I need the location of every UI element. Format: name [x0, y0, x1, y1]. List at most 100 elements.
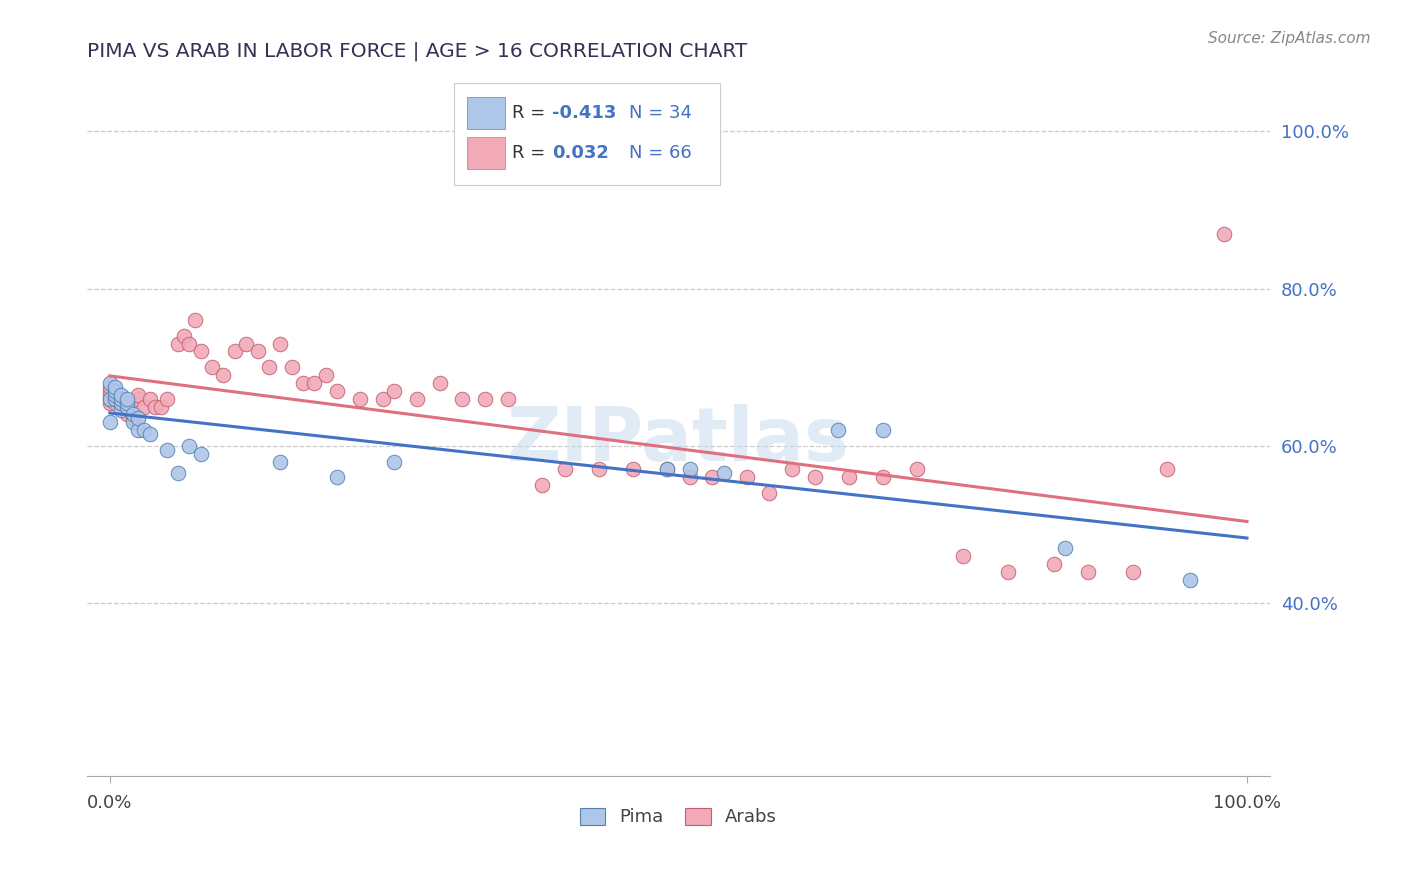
- Point: [735, 470, 758, 484]
- Point: [382, 454, 405, 468]
- Point: [98, 376, 121, 390]
- Point: [235, 336, 257, 351]
- Point: [132, 400, 155, 414]
- FancyBboxPatch shape: [454, 83, 720, 185]
- Point: [212, 368, 235, 382]
- Point: [1122, 565, 1144, 579]
- Point: [679, 462, 702, 476]
- Point: [872, 470, 894, 484]
- Point: [190, 344, 212, 359]
- Point: [104, 392, 127, 406]
- Point: [127, 388, 149, 402]
- Point: [872, 423, 894, 437]
- Point: [138, 392, 160, 406]
- Point: [98, 380, 121, 394]
- Point: [679, 470, 702, 484]
- Point: [132, 423, 155, 437]
- Point: [179, 336, 201, 351]
- Text: N = 34: N = 34: [628, 104, 692, 122]
- Point: [530, 478, 553, 492]
- Point: [156, 442, 179, 457]
- FancyBboxPatch shape: [467, 97, 505, 129]
- Point: [98, 392, 121, 406]
- Point: [98, 415, 121, 429]
- Point: [110, 403, 132, 417]
- Point: [257, 360, 280, 375]
- Point: [98, 384, 121, 398]
- Point: [127, 392, 149, 406]
- Point: [115, 395, 138, 409]
- Text: 0.032: 0.032: [551, 145, 609, 162]
- Text: N = 66: N = 66: [628, 145, 692, 162]
- Point: [496, 392, 519, 406]
- Point: [315, 368, 337, 382]
- Point: [115, 400, 138, 414]
- Point: [554, 462, 576, 476]
- Point: [115, 408, 138, 422]
- Point: [149, 400, 172, 414]
- Point: [190, 447, 212, 461]
- Point: [780, 462, 803, 476]
- Point: [201, 360, 224, 375]
- Point: [110, 395, 132, 409]
- Point: [804, 470, 827, 484]
- Point: [98, 392, 121, 406]
- Point: [121, 415, 143, 429]
- Point: [405, 392, 427, 406]
- Point: [104, 388, 127, 402]
- Point: [292, 376, 315, 390]
- Point: [474, 392, 496, 406]
- Point: [104, 388, 127, 402]
- Point: [429, 376, 451, 390]
- Point: [115, 401, 138, 416]
- Point: [104, 392, 127, 406]
- Point: [224, 344, 246, 359]
- Text: Source: ZipAtlas.com: Source: ZipAtlas.com: [1208, 31, 1371, 46]
- Point: [758, 486, 780, 500]
- Point: [1178, 573, 1201, 587]
- Point: [371, 392, 394, 406]
- Point: [115, 392, 138, 406]
- Point: [280, 360, 302, 375]
- Point: [167, 336, 190, 351]
- Point: [838, 470, 860, 484]
- Point: [1077, 565, 1099, 579]
- Point: [104, 384, 127, 398]
- Point: [104, 395, 127, 409]
- Point: [1053, 541, 1076, 555]
- Point: [382, 384, 405, 398]
- Point: [588, 462, 610, 476]
- Point: [167, 467, 190, 481]
- Text: -0.413: -0.413: [551, 104, 616, 122]
- Text: ZIPatlas: ZIPatlas: [508, 404, 849, 476]
- Point: [269, 454, 291, 468]
- Point: [655, 462, 678, 476]
- FancyBboxPatch shape: [467, 137, 505, 169]
- Point: [621, 462, 644, 476]
- Point: [1156, 462, 1178, 476]
- Point: [110, 392, 132, 406]
- Point: [179, 439, 201, 453]
- Point: [655, 462, 678, 476]
- Point: [269, 336, 291, 351]
- Point: [143, 400, 166, 414]
- Legend: Pima, Arabs: Pima, Arabs: [572, 800, 785, 834]
- Point: [127, 411, 149, 425]
- Point: [1042, 557, 1064, 571]
- Point: [104, 380, 127, 394]
- Point: [98, 388, 121, 402]
- Point: [713, 467, 735, 481]
- Point: [702, 470, 724, 484]
- Point: [326, 384, 349, 398]
- Point: [997, 565, 1019, 579]
- Point: [121, 408, 143, 422]
- Point: [184, 313, 207, 327]
- Text: PIMA VS ARAB IN LABOR FORCE | AGE > 16 CORRELATION CHART: PIMA VS ARAB IN LABOR FORCE | AGE > 16 C…: [87, 42, 747, 62]
- Text: R =: R =: [512, 145, 551, 162]
- Point: [110, 392, 132, 406]
- Point: [451, 392, 474, 406]
- Point: [905, 462, 928, 476]
- Point: [304, 376, 326, 390]
- Point: [173, 328, 195, 343]
- Text: R =: R =: [512, 104, 551, 122]
